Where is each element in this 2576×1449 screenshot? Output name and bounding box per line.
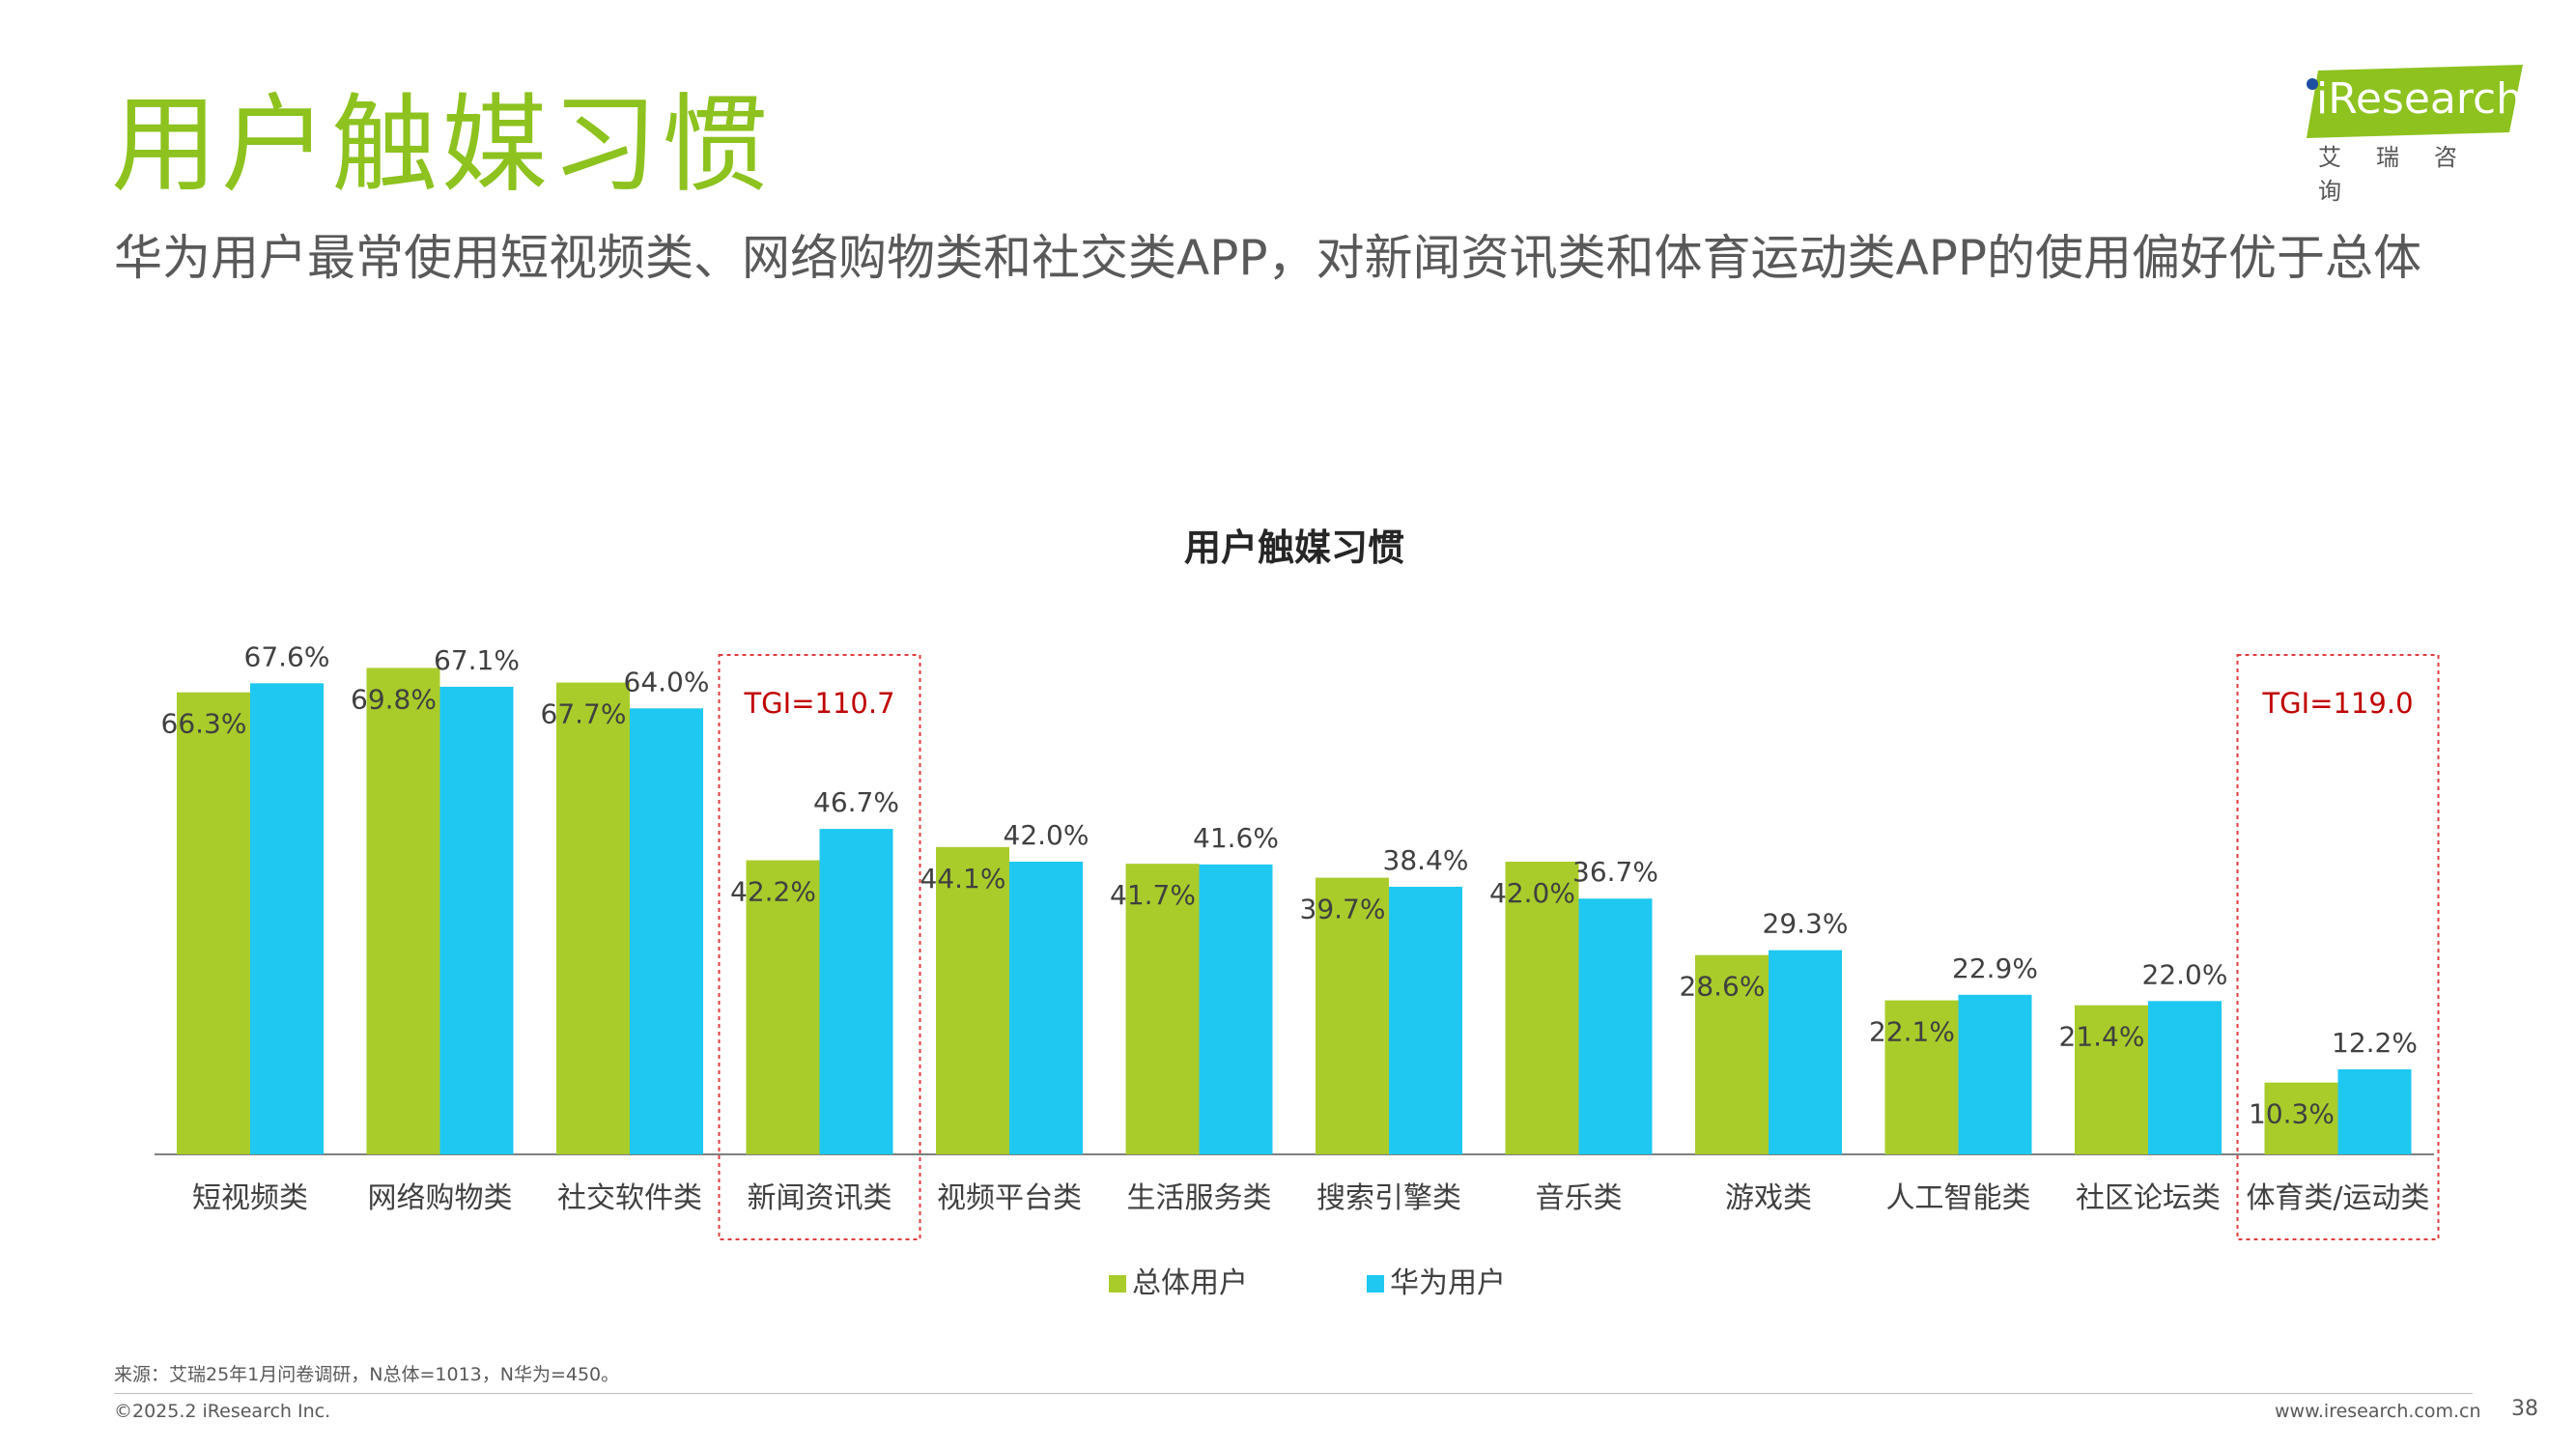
bar-huawei <box>819 829 893 1154</box>
data-label: 22.9% <box>1952 952 2038 984</box>
bar-huawei <box>2337 1068 2412 1154</box>
highlight-box <box>718 654 921 1240</box>
data-label: 38.4% <box>1383 844 1469 876</box>
data-label: 66.3% <box>161 708 247 740</box>
bar-huawei <box>1769 950 1842 1154</box>
footer-divider <box>114 1393 2473 1394</box>
bar-total <box>1125 864 1200 1154</box>
tgi-annotation: TGI=110.7 <box>743 687 894 720</box>
bar-total <box>1884 1000 1959 1154</box>
x-tick-label: 新闻资讯类 <box>748 1181 892 1215</box>
data-label: 28.6% <box>1680 971 1766 1003</box>
bar-total <box>556 682 630 1154</box>
bar-huawei <box>250 683 324 1154</box>
x-tick-label: 生活服务类 <box>1127 1181 1272 1215</box>
data-label: 22.1% <box>1869 1016 1955 1048</box>
data-label: 67.1% <box>434 644 520 676</box>
bar-huawei <box>1958 994 2032 1154</box>
x-tick-label: 人工智能类 <box>1886 1181 2031 1215</box>
data-label: 41.7% <box>1110 879 1196 911</box>
data-label: 42.0% <box>1004 819 1090 851</box>
x-tick-label: 游戏类 <box>1725 1181 1812 1215</box>
bar-huawei <box>1009 862 1083 1154</box>
data-label: 39.7% <box>1300 894 1386 925</box>
data-label: 41.6% <box>1193 822 1279 854</box>
data-label: 67.6% <box>244 640 330 672</box>
page-number: 38 <box>2511 1397 2538 1421</box>
data-label: 22.0% <box>2142 958 2228 990</box>
data-label: 42.0% <box>1489 877 1575 909</box>
x-tick-label: 搜索引擎类 <box>1316 1181 1461 1215</box>
bar-total <box>1505 862 1579 1154</box>
data-label: 67.7% <box>541 698 627 730</box>
x-tick-label: 视频平台类 <box>937 1181 1082 1215</box>
iresearch-logo: iResearch 艾瑞咨询 <box>2299 63 2531 205</box>
bar-total <box>2264 1082 2338 1154</box>
bar-total <box>746 860 820 1154</box>
bar-total <box>177 692 250 1154</box>
legend-label: 总体用户 <box>1132 1266 1248 1300</box>
chart-title: 用户触媒习惯 <box>1184 526 1404 569</box>
x-tick-label: 社交软件类 <box>557 1181 702 1215</box>
legend-swatch <box>1109 1275 1126 1293</box>
x-tick-label: 体育类/运动类 <box>2246 1181 2429 1215</box>
data-label: 12.2% <box>2332 1027 2418 1059</box>
data-label: 64.0% <box>624 666 710 697</box>
data-label: 29.3% <box>1763 908 1849 940</box>
bar-total <box>366 668 440 1154</box>
bar-huawei <box>630 708 703 1154</box>
logo-text: iResearch <box>2316 74 2524 124</box>
highlight-box <box>2236 654 2440 1240</box>
x-tick-label: 短视频类 <box>192 1181 308 1215</box>
bar-total <box>936 846 1009 1154</box>
bar-huawei <box>2148 1001 2222 1154</box>
bar-huawei <box>1389 886 1462 1154</box>
bar-total <box>1695 954 1769 1154</box>
x-tick-label: 网络购物类 <box>368 1181 513 1215</box>
data-label: 46.7% <box>813 786 899 818</box>
bar-huawei <box>439 686 514 1154</box>
data-label: 42.2% <box>730 876 816 908</box>
legend-label: 华为用户 <box>1390 1266 1506 1300</box>
bar-huawei <box>1578 898 1653 1154</box>
legend-swatch <box>1367 1275 1384 1293</box>
bar-total <box>1316 877 1389 1154</box>
website-link[interactable]: www.iresearch.com.cn <box>2275 1401 2481 1422</box>
bar-chart: 用户触媒习惯 66.3% 67.6% 短视频类 69.8% 67.1% 网络购物类 67.7%… <box>155 526 2440 1300</box>
bar-huawei <box>1199 864 1273 1154</box>
data-label: 21.4% <box>2059 1021 2145 1053</box>
source-note: 来源：艾瑞25年1月问卷调研，N总体=1013，N华为=450。 <box>114 1364 620 1385</box>
copyright-text: ©2025.2 iResearch Inc. <box>114 1401 331 1422</box>
logo-subtext: 艾瑞咨询 <box>2318 144 2492 205</box>
tgi-annotation: TGI=119.0 <box>2261 687 2413 720</box>
logo-badge <box>2307 65 2523 138</box>
data-label: 69.8% <box>351 683 437 715</box>
x-tick-label: 音乐类 <box>1536 1181 1623 1215</box>
data-label: 36.7% <box>1572 856 1658 888</box>
data-label: 10.3% <box>2249 1098 2335 1130</box>
x-tick-label: 社区论坛类 <box>2076 1181 2221 1215</box>
page-subtitle: 华为用户最常使用短视频类、网络购物类和社交类APP，对新闻资讯类和体育运动类AP… <box>114 230 2422 286</box>
page-title: 用户触媒习惯 <box>111 83 772 207</box>
bar-total <box>2075 1005 2148 1154</box>
data-label: 44.1% <box>920 863 1006 895</box>
